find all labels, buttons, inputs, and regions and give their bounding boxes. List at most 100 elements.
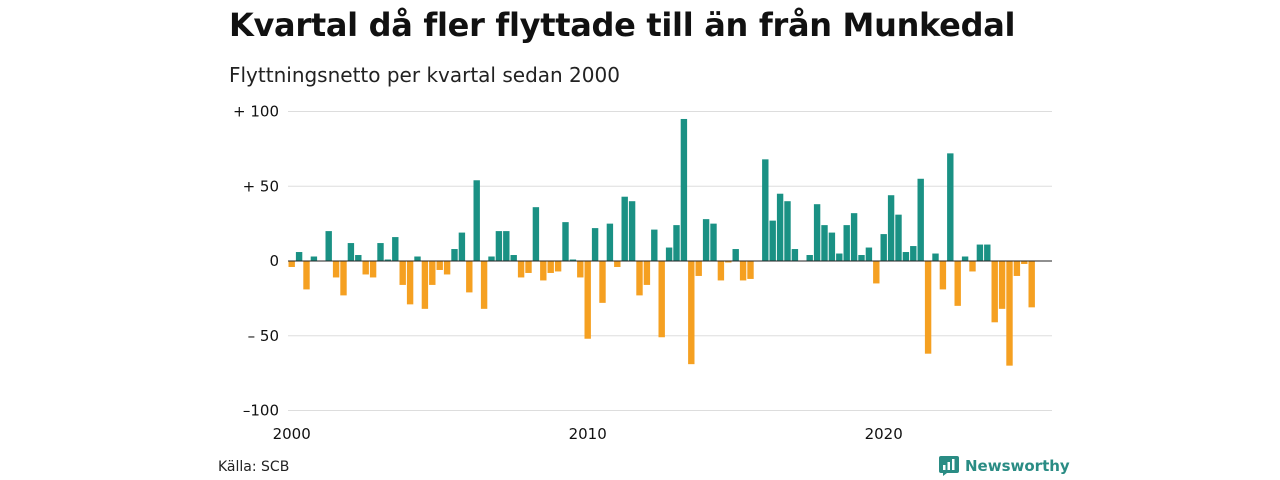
bar (976, 244, 984, 262)
bar (658, 261, 665, 338)
source-note: Källa: SCB (218, 459, 290, 475)
bar (665, 247, 673, 261)
bar (310, 256, 318, 261)
bar (347, 243, 355, 261)
x-axis-tick-labels: 2000 2010 2020 (273, 425, 903, 443)
bar (747, 261, 754, 279)
chart-title: Kvartal då fler flyttade till än från Mu… (229, 6, 1016, 44)
brand-name: Newsworthy (965, 457, 1070, 475)
y-axis-tick-labels: + 100 + 50 0 – 50 –100 (233, 103, 279, 420)
bar (495, 231, 503, 261)
bar (517, 261, 525, 278)
bar (1013, 261, 1021, 276)
bar (821, 225, 828, 261)
bar (695, 261, 702, 276)
bar (399, 261, 406, 285)
bar (917, 178, 924, 261)
bar (776, 193, 784, 261)
bar (532, 207, 540, 261)
bar (791, 249, 799, 261)
y-tick-label: + 100 (233, 103, 279, 121)
bar (384, 259, 392, 261)
bar (392, 237, 399, 261)
y-tick-label: – 50 (248, 327, 279, 345)
bar (295, 252, 303, 261)
bar (636, 261, 643, 296)
bar (858, 255, 865, 261)
x-tick-label: 2010 (569, 425, 607, 443)
bar (421, 261, 429, 309)
bar (762, 159, 769, 261)
bar (991, 261, 998, 323)
bar (947, 153, 954, 261)
bar (673, 225, 680, 261)
bar (340, 261, 347, 296)
bar (488, 256, 495, 261)
bar (332, 261, 340, 278)
bar (651, 229, 658, 261)
bar (288, 261, 295, 267)
bar (828, 232, 836, 261)
bar (924, 261, 932, 354)
y-tick-label: –100 (243, 402, 279, 420)
bar (436, 261, 443, 270)
bar (873, 261, 880, 284)
bars (288, 118, 1052, 366)
bar (406, 261, 414, 305)
y-tick-label: + 50 (243, 177, 279, 195)
bar (984, 244, 991, 262)
bar (628, 201, 636, 261)
bar (473, 180, 480, 261)
bar (414, 256, 421, 261)
bar (554, 261, 562, 272)
bar (680, 118, 688, 261)
bar (732, 249, 739, 261)
bar (451, 249, 458, 261)
bar (939, 261, 947, 290)
bar (954, 261, 961, 306)
bar (429, 261, 436, 285)
bar (998, 261, 1006, 309)
bar (739, 261, 747, 281)
bar (717, 261, 725, 281)
y-tick-label: 0 (269, 252, 279, 270)
bar (895, 214, 902, 262)
bar (577, 261, 584, 278)
bar (769, 220, 776, 261)
bar (850, 213, 858, 261)
bar (702, 219, 710, 261)
newsworthy-logo-icon (939, 456, 959, 476)
bar (880, 234, 887, 261)
bar (325, 231, 332, 261)
bar (547, 261, 554, 273)
bar (1028, 261, 1035, 308)
bar (562, 222, 569, 261)
bar (458, 232, 466, 261)
bar (599, 261, 606, 303)
bar (910, 246, 917, 261)
bar (606, 223, 614, 262)
bar (525, 261, 532, 273)
bar (480, 261, 488, 309)
bar (784, 201, 791, 261)
bar (540, 261, 547, 281)
bar (584, 261, 591, 339)
bar (932, 253, 939, 262)
bar (836, 253, 843, 262)
bar (688, 261, 695, 365)
bar (510, 255, 517, 261)
bar (843, 225, 850, 261)
bar (1006, 261, 1013, 366)
bar (369, 261, 377, 278)
bar (887, 195, 895, 261)
bar (1021, 261, 1028, 264)
bar (355, 255, 362, 261)
chart-subtitle: Flyttningsnetto per kvartal sedan 2000 (229, 63, 620, 87)
brand-logo[interactable]: Newsworthy (939, 456, 1070, 476)
bar (813, 204, 821, 261)
bar (865, 247, 873, 261)
bar (725, 261, 732, 263)
bar (614, 261, 621, 267)
x-tick-label: 2020 (865, 425, 903, 443)
